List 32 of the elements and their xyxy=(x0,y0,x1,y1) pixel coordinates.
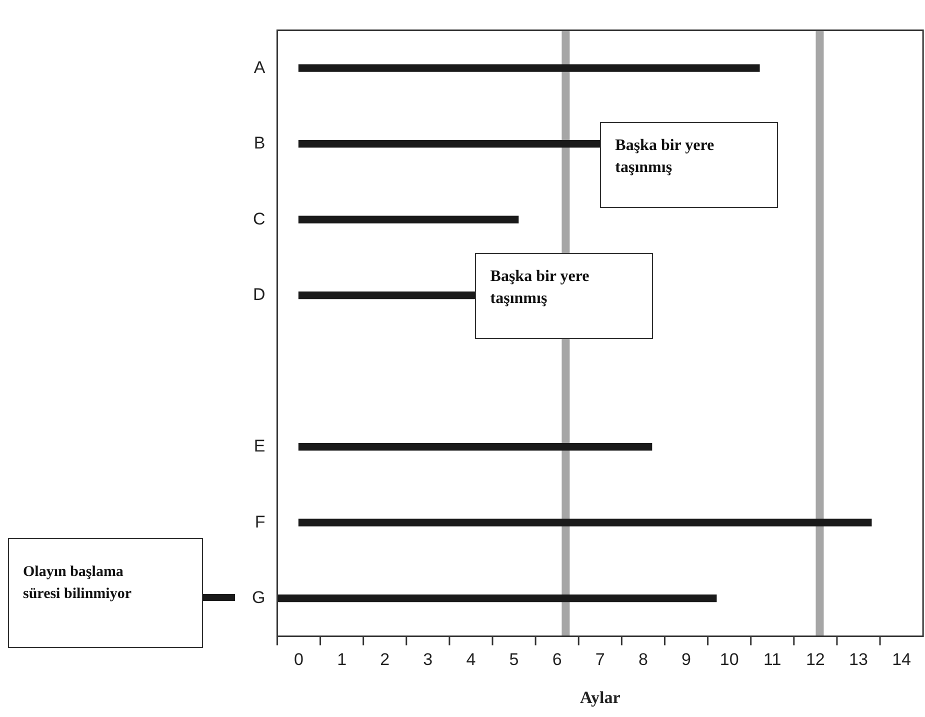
x-tick-label: 7 xyxy=(595,650,605,670)
x-tick-label: 12 xyxy=(806,650,825,670)
y-tick-label: B xyxy=(254,134,266,153)
bar xyxy=(298,442,652,451)
x-tick-label: 5 xyxy=(509,650,519,670)
bar xyxy=(298,518,872,526)
x-tick-label: 2 xyxy=(380,650,390,670)
x-tick-label: 6 xyxy=(552,650,562,670)
bar xyxy=(298,291,476,300)
bar xyxy=(277,594,717,602)
x-tick-label: 13 xyxy=(849,650,868,670)
x-tick-label: 10 xyxy=(720,650,739,670)
y-tick-label: F xyxy=(254,512,266,532)
x-axis-title: Aylar xyxy=(580,688,621,708)
x-tick-label: 14 xyxy=(892,650,912,670)
callout-box: Başka bir yere taşınmış xyxy=(600,122,778,208)
x-tick-label: 8 xyxy=(638,650,648,670)
callout-box: Başka bir yere taşınmış xyxy=(475,253,654,340)
y-tick-label: C xyxy=(252,209,266,228)
bar xyxy=(298,64,760,72)
x-tick-label: 11 xyxy=(764,650,782,670)
y-tick-label: G xyxy=(252,588,266,608)
y-tick-label: E xyxy=(254,436,266,456)
x-tick-label: 0 xyxy=(294,650,304,670)
x-tick-label: 4 xyxy=(466,650,476,670)
x-tick-label: 3 xyxy=(423,650,433,670)
x-tick-label: 1 xyxy=(337,650,347,670)
bar xyxy=(298,140,600,148)
y-tick-label: A xyxy=(254,58,266,77)
x-tick-label: 9 xyxy=(682,650,691,670)
bar xyxy=(298,216,519,224)
y-tick-label: D xyxy=(252,285,266,304)
